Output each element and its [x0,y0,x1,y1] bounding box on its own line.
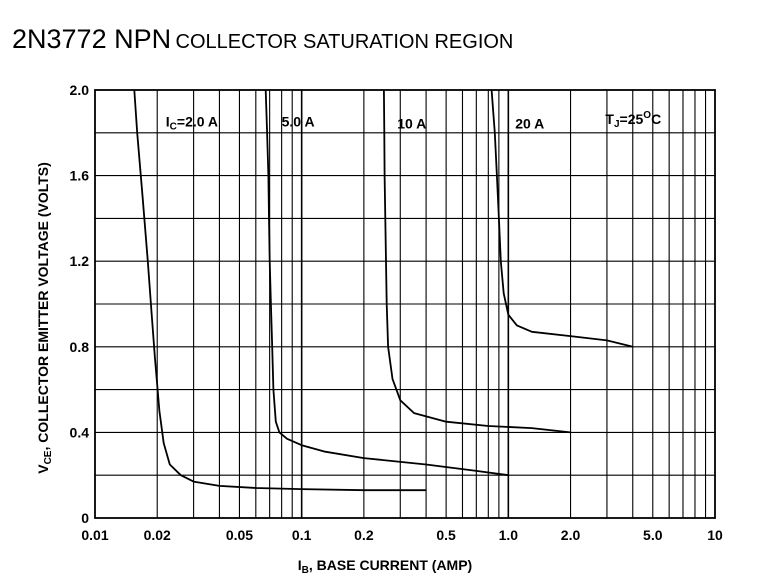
curve-label: 10 A [397,116,426,132]
x-tick-label: 1.0 [499,527,519,543]
x-tick-label: 0.01 [81,527,108,543]
x-tick-label: 5.0 [643,527,663,543]
y-tick-label: 0 [81,510,89,526]
plot-frame [94,89,716,519]
x-axis-label: IB, BASE CURRENT (AMP) [298,557,472,576]
x-tick-labels: 0.01 0.02 0.05 0.1 0.2 0.5 1.0 2.0 5.0 10 [81,527,723,543]
x-tick-label: 0.5 [436,527,456,543]
y-tick-label: 1.2 [70,253,90,269]
chart-title: 2N3772 NPN COLLECTOR SATURATION REGION [12,26,513,53]
curve-ic-2-0-a [133,89,427,492]
x-tick-label: 0.02 [144,527,171,543]
grid-lines [95,90,715,518]
curve-10-a [383,89,571,434]
y-tick-label: 2.0 [70,82,90,98]
x-tick-label: 2.0 [561,527,581,543]
curve-label: 5.0 A [282,113,315,129]
curve-20-a [490,89,634,348]
junction-temp-annotation: TJ=25OC [605,110,661,130]
curve-label: 20 A [515,116,544,132]
y-axis-label: VCE, COLLECTOR EMITTER VOLTAGE (VOLTS) [35,162,54,474]
x-tick-label: 0.2 [354,527,374,543]
curve-5-0-a [264,89,509,477]
title-region: COLLECTOR SATURATION REGION [175,31,514,53]
x-tick-label: 0.1 [292,527,312,543]
data-curves [133,89,634,492]
y-tick-labels: 0 0.4 0.8 1.2 1.6 2.0 [70,82,90,526]
y-tick-label: 1.6 [70,168,90,184]
curve-label: IC=2.0 A [166,113,218,132]
y-tick-label: 0.4 [70,424,90,440]
title-part-number: 2N3772 NPN [12,24,172,54]
y-tick-label: 0.8 [70,339,90,355]
x-tick-label: 0.05 [226,527,253,543]
curve-labels: IC=2.0 A 5.0 A 10 A 20 A [166,113,545,132]
x-tick-label: 10 [707,527,723,543]
